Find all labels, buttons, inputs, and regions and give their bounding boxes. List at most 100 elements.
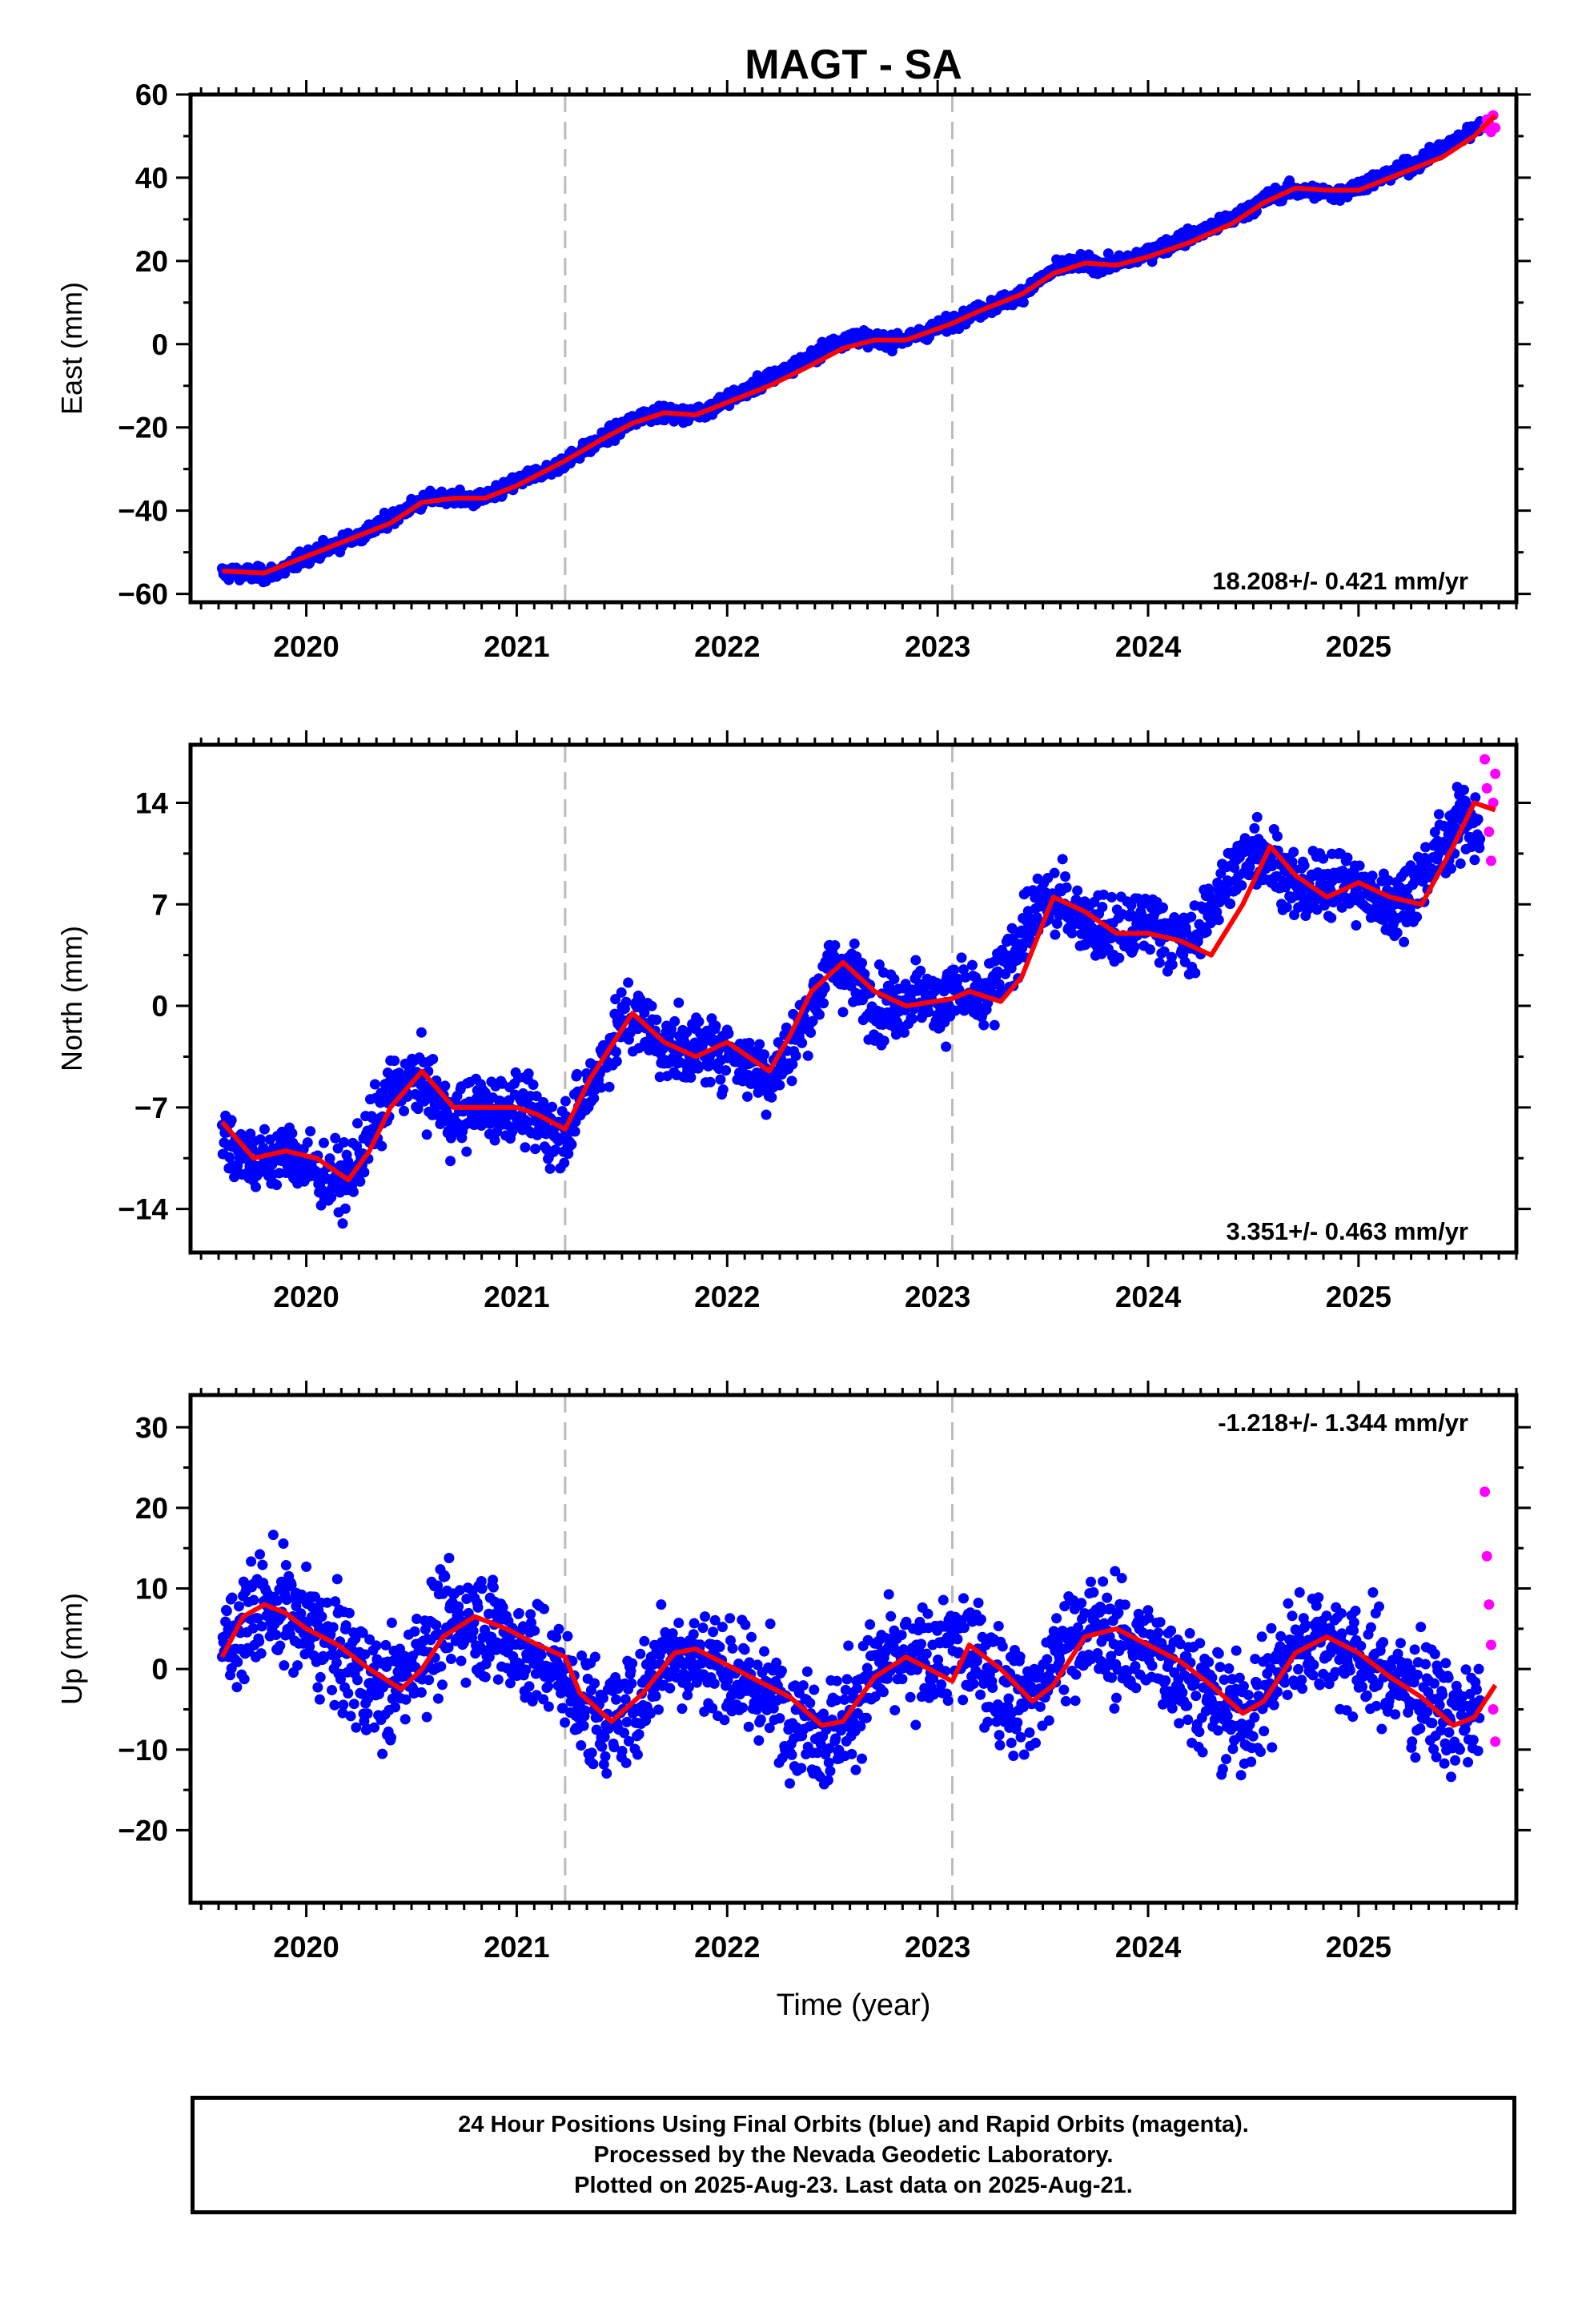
x-tick-label: 2025 — [1326, 630, 1391, 663]
data-point — [650, 1691, 661, 1702]
data-point — [610, 1694, 621, 1705]
data-point — [677, 1703, 688, 1715]
data-point — [337, 1707, 348, 1719]
x-tick-label: 2020 — [273, 630, 339, 663]
data-point — [857, 957, 868, 968]
data-point — [759, 1049, 770, 1060]
fit-line — [222, 113, 1497, 576]
data-point — [314, 1694, 325, 1705]
data-point — [1145, 944, 1156, 955]
data-point — [327, 1622, 339, 1633]
data-point — [1249, 822, 1260, 834]
data-point — [1383, 875, 1394, 887]
data-point — [1166, 959, 1178, 971]
data-point — [224, 1152, 235, 1163]
data-point — [1326, 912, 1337, 923]
rapid-point — [1490, 123, 1501, 134]
y-tick-label: −7 — [135, 1092, 168, 1124]
data-point — [619, 1727, 630, 1739]
data-point — [454, 1585, 465, 1596]
data-point — [331, 1574, 343, 1585]
data-point — [382, 1068, 393, 1079]
data-point — [669, 1015, 681, 1027]
rapid-point — [1484, 826, 1495, 838]
data-point — [715, 1074, 726, 1085]
data-point — [1154, 957, 1165, 968]
data-point — [296, 1589, 307, 1600]
data-point — [562, 1630, 573, 1642]
data-point — [727, 1642, 738, 1654]
data-point — [226, 1115, 237, 1126]
data-point — [717, 1084, 729, 1096]
data-point — [1399, 936, 1410, 947]
data-point — [705, 1076, 716, 1088]
data-point — [572, 1068, 583, 1080]
data-point — [752, 1659, 763, 1671]
data-point — [439, 1116, 450, 1127]
data-point — [746, 1631, 757, 1642]
data-point — [1061, 882, 1072, 893]
data-point — [787, 1059, 798, 1070]
data-point — [1458, 784, 1469, 795]
data-point — [719, 1715, 730, 1726]
x-tick-label: 2020 — [273, 1281, 339, 1313]
data-point — [416, 1687, 427, 1698]
data-point — [1057, 854, 1068, 865]
data-point — [873, 959, 885, 971]
data-point — [966, 959, 978, 971]
data-point — [351, 1675, 363, 1686]
data-point — [1299, 860, 1310, 871]
data-point — [445, 1654, 456, 1665]
data-point — [688, 1629, 699, 1640]
data-point — [221, 1606, 232, 1617]
y-tick-label: 40 — [135, 162, 168, 195]
data-point — [347, 1186, 359, 1197]
data-point — [256, 1621, 267, 1632]
rapid-point — [1488, 797, 1499, 808]
data-point — [765, 1618, 776, 1630]
plot-area — [216, 745, 1501, 1252]
y-tick-label: 60 — [135, 78, 168, 111]
data-point — [412, 1614, 423, 1625]
data-point — [524, 1681, 535, 1692]
data-point — [1348, 868, 1359, 879]
data-point — [348, 1699, 359, 1710]
data-point — [610, 994, 621, 1005]
data-point — [786, 1749, 797, 1760]
data-point — [777, 1752, 788, 1763]
data-point — [531, 1091, 542, 1102]
data-point — [685, 1072, 697, 1083]
data-point — [246, 1556, 257, 1567]
data-point — [460, 1677, 472, 1688]
data-point — [299, 1648, 311, 1659]
data-point — [956, 952, 967, 963]
data-point — [673, 997, 685, 1008]
data-point — [949, 964, 960, 975]
data-point — [576, 1740, 587, 1751]
data-point — [421, 1711, 432, 1723]
data-point — [1166, 951, 1177, 963]
y-tick-label: 7 — [151, 888, 168, 921]
x-tick-label: 2022 — [694, 1281, 760, 1313]
data-point — [456, 1655, 467, 1667]
data-point — [1072, 885, 1083, 896]
data-point — [330, 1132, 341, 1144]
data-point — [421, 1129, 432, 1140]
data-point — [1271, 830, 1283, 842]
data-point — [259, 1124, 270, 1135]
data-point — [652, 1704, 664, 1715]
data-point — [271, 1629, 282, 1640]
data-point — [569, 1126, 580, 1137]
data-point — [1391, 927, 1403, 939]
data-point — [461, 1594, 472, 1605]
data-point — [693, 1016, 705, 1027]
data-point — [1158, 946, 1170, 957]
data-point — [707, 1703, 718, 1714]
data-point — [754, 1039, 765, 1050]
data-point — [620, 996, 632, 1007]
plot-area — [216, 94, 1501, 602]
data-point — [814, 1009, 825, 1020]
data-point — [1114, 952, 1125, 963]
data-point — [744, 1037, 755, 1048]
